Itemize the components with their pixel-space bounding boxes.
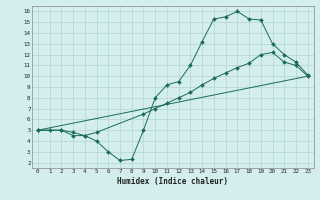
X-axis label: Humidex (Indice chaleur): Humidex (Indice chaleur): [117, 177, 228, 186]
